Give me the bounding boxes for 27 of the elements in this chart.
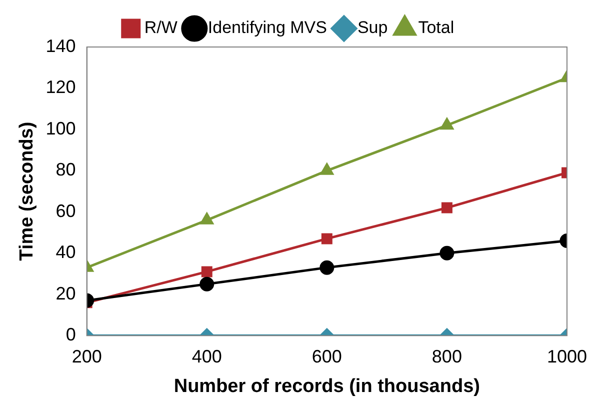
point	[440, 118, 454, 130]
y-tick-label: 40	[56, 242, 76, 262]
y-tick-label: 80	[56, 160, 76, 180]
legend-label: Sup	[357, 18, 388, 38]
y-tick-label: 100	[46, 118, 76, 138]
x-tick-label: 1000	[546, 346, 587, 366]
point	[321, 233, 332, 244]
legend-label: Total	[418, 18, 454, 38]
y-tick-label: 60	[56, 200, 76, 221]
point	[320, 260, 334, 275]
point	[200, 212, 214, 224]
point	[320, 163, 334, 175]
point	[201, 266, 212, 278]
y-tick-label: 0	[66, 324, 76, 345]
legend-label: Identifying MVS	[208, 18, 327, 38]
legend-label: R/W	[144, 18, 178, 38]
y-axis-title: Time (seconds)	[16, 122, 38, 261]
point	[441, 202, 452, 214]
x-tick-label: 200	[72, 346, 102, 366]
point	[200, 276, 214, 292]
y-tick-label: 120	[46, 77, 76, 98]
x-axis-title: Number of records (in thousands)	[174, 376, 480, 397]
y-tick-label: 20	[56, 283, 76, 304]
x-tick-label: 400	[192, 346, 222, 366]
y-tick-label: 140	[46, 36, 76, 56]
x-tick-label: 600	[312, 346, 342, 366]
x-tick-label: 800	[432, 346, 462, 366]
